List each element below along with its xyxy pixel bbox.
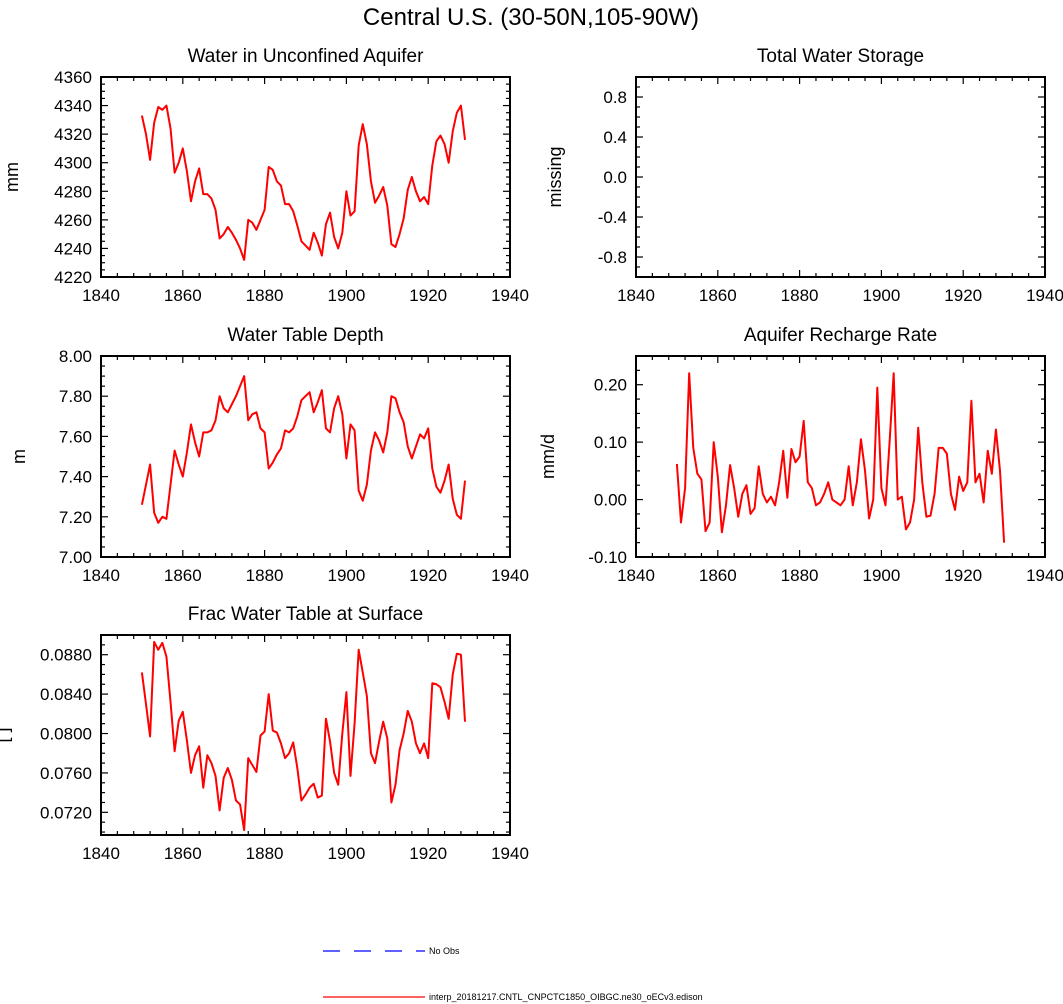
series-line bbox=[675, 372, 1006, 543]
y-tick-label: 4300 bbox=[54, 154, 92, 173]
y-tick-label: 0.00 bbox=[594, 491, 627, 510]
x-tick-label: 1920 bbox=[409, 286, 447, 305]
y-tick-label: 4240 bbox=[54, 239, 92, 258]
x-tick-label: 1940 bbox=[1026, 286, 1063, 305]
y-tick-label: 0.20 bbox=[594, 376, 627, 395]
x-tick-label: 1840 bbox=[617, 286, 655, 305]
x-tick-label: 1920 bbox=[944, 566, 982, 585]
y-tick-label: 4360 bbox=[54, 68, 92, 87]
x-tick-label: 1860 bbox=[164, 844, 202, 863]
y-tick-label: -0.10 bbox=[588, 548, 627, 567]
y-tick-label: 0.0720 bbox=[40, 803, 92, 822]
panel-title: Water Table Depth bbox=[227, 325, 383, 346]
panel-title: Frac Water Table at Surface bbox=[188, 604, 424, 625]
plot-frame bbox=[635, 355, 1046, 558]
y-tick-label: 0.0 bbox=[603, 168, 627, 187]
y-tick-label: 4320 bbox=[54, 125, 92, 144]
figure-title: Central U.S. (30-50N,105-90W) bbox=[363, 4, 699, 31]
panel-recharge: Aquifer Recharge Rate 1840 1860 1880 1900 192… bbox=[538, 325, 1063, 585]
x-tick-label: 1900 bbox=[327, 844, 365, 863]
x-tick-label: 1840 bbox=[82, 844, 120, 863]
x-tick-label: 1860 bbox=[164, 286, 202, 305]
x-tick-label: 1860 bbox=[164, 566, 202, 585]
y-tick-label: 8.00 bbox=[59, 347, 92, 366]
x-tick-label: 1880 bbox=[781, 286, 819, 305]
x-tick-label: 1940 bbox=[491, 566, 529, 585]
y-tick-label: 0.0840 bbox=[40, 685, 92, 704]
y-tick-label: 0.8 bbox=[603, 88, 627, 107]
x-tick-label: 1940 bbox=[491, 844, 529, 863]
x-tick-label: 1880 bbox=[246, 844, 284, 863]
panels: Water in Unconfined Aquifer 1840 1860 1880 1… bbox=[0, 46, 1063, 863]
x-tick-label: 1860 bbox=[699, 286, 737, 305]
y-axis-label: m bbox=[9, 449, 29, 464]
y-tick-label: 0.4 bbox=[603, 128, 627, 147]
y-tick-label: 7.80 bbox=[59, 387, 92, 406]
x-tick-label: 1920 bbox=[409, 566, 447, 585]
y-tick-label: 0.0800 bbox=[40, 725, 92, 744]
x-tick-label: 1900 bbox=[327, 566, 365, 585]
y-tick-label: -0.4 bbox=[598, 208, 627, 227]
series-line bbox=[140, 375, 467, 524]
x-tick-label: 1840 bbox=[82, 566, 120, 585]
panel-title: Water in Unconfined Aquifer bbox=[188, 46, 425, 67]
y-tick-label: 0.0760 bbox=[40, 764, 92, 783]
plot-frame bbox=[635, 76, 1046, 278]
y-axis-label: mm/d bbox=[538, 434, 558, 479]
x-tick-label: 1840 bbox=[617, 566, 655, 585]
series-line bbox=[140, 640, 467, 832]
panel-title: Total Water Storage bbox=[757, 46, 924, 67]
legend-label-model: interp_20181217.CNTL_CNPCTC1850_OIBGC.ne… bbox=[429, 992, 703, 1002]
panel-fwt: Frac Water Table at Surface 1840 1860 1880 1… bbox=[0, 604, 529, 863]
x-tick-label: 1840 bbox=[82, 286, 120, 305]
x-tick-label: 1900 bbox=[862, 286, 900, 305]
y-tick-label: -0.8 bbox=[598, 248, 627, 267]
x-tick-label: 1880 bbox=[246, 286, 284, 305]
y-tick-label: 4220 bbox=[54, 268, 92, 287]
panel-aquifer: Water in Unconfined Aquifer 1840 1860 1880 1… bbox=[2, 46, 529, 305]
plot-frame bbox=[100, 634, 511, 836]
x-tick-label: 1900 bbox=[862, 566, 900, 585]
y-tick-label: 0.0880 bbox=[40, 646, 92, 665]
y-tick-label: 4340 bbox=[54, 97, 92, 116]
y-tick-label: 4260 bbox=[54, 211, 92, 230]
series-line bbox=[140, 104, 467, 261]
y-tick-label: 7.40 bbox=[59, 468, 92, 487]
legend: No Obs interp_20181217.CNTL_CNPCTC1850_O… bbox=[323, 946, 703, 1002]
y-axis-label: [ ] bbox=[0, 727, 12, 742]
y-tick-label: 7.00 bbox=[59, 548, 92, 567]
x-tick-label: 1880 bbox=[781, 566, 819, 585]
x-tick-label: 1900 bbox=[327, 286, 365, 305]
y-axis-label: mm bbox=[2, 162, 22, 192]
x-tick-label: 1880 bbox=[246, 566, 284, 585]
y-tick-label: 0.10 bbox=[594, 433, 627, 452]
plot-frame bbox=[100, 355, 511, 558]
y-tick-label: 7.20 bbox=[59, 508, 92, 527]
y-tick-label: 7.60 bbox=[59, 427, 92, 446]
x-tick-label: 1920 bbox=[944, 286, 982, 305]
legend-label-no-obs: No Obs bbox=[429, 946, 460, 956]
x-tick-label: 1940 bbox=[491, 286, 529, 305]
y-tick-label: 4280 bbox=[54, 182, 92, 201]
x-tick-label: 1920 bbox=[409, 844, 447, 863]
x-tick-label: 1860 bbox=[699, 566, 737, 585]
panel-tws: Total Water Storage 1840 1860 1880 1900 1920 1… bbox=[545, 46, 1063, 305]
panel-title: Aquifer Recharge Rate bbox=[744, 325, 937, 346]
x-tick-label: 1940 bbox=[1026, 566, 1063, 585]
panel-wtd: Water Table Depth 1840 1860 1880 1900 1920 194… bbox=[9, 325, 529, 585]
y-axis-label: missing bbox=[545, 146, 565, 207]
